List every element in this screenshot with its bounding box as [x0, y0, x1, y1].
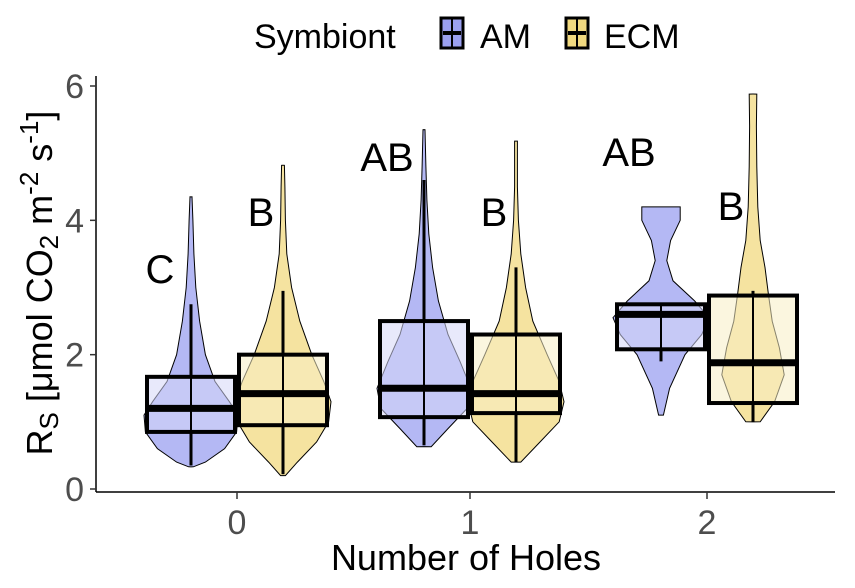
y-label-bracket-open: [ — [19, 392, 60, 402]
x-axis-ticks: 0 1 2 — [228, 492, 717, 542]
y-label-unit-co: CO — [19, 249, 60, 303]
y-label-unit-mol: mol — [19, 313, 60, 371]
legend-title: Symbiont — [254, 18, 396, 56]
legend-label-am: AM — [480, 18, 531, 56]
significance-letter-ecm-2: B — [718, 185, 745, 229]
y-label-unit-m-sup: -2 — [14, 172, 44, 195]
legend-label-ecm: ECM — [604, 18, 680, 56]
legend-entry-ecm: ECM — [564, 16, 680, 56]
y-label-main: R — [19, 429, 60, 455]
y-axis-ticks: 0 2 4 6 — [65, 68, 96, 509]
legend-entry-am: AM — [439, 16, 531, 56]
x-tick-label-1: 1 — [461, 504, 480, 542]
y-tick-label-6: 6 — [65, 68, 84, 106]
legend: Symbiont AM ECM — [254, 16, 680, 56]
y-label-unit-s: s — [19, 144, 60, 162]
significance-letter-ecm-0: B — [248, 191, 275, 235]
plot-area: C AB AB B B B — [143, 93, 799, 477]
significance-letter-am-1: AB — [360, 136, 413, 180]
significance-letter-ecm-1: B — [481, 191, 508, 235]
y-label-unit-s-sup: -1 — [14, 121, 44, 144]
y-tick-label-2: 2 — [65, 337, 84, 375]
y-label-sub: S — [34, 412, 64, 429]
y-tick-label-0: 0 — [65, 471, 84, 509]
significance-letter-am-0: C — [146, 248, 175, 292]
y-label-unit-mu: μ — [19, 371, 60, 392]
x-tick-label-2: 2 — [698, 504, 717, 542]
y-label-unit-co-sub: 2 — [34, 235, 64, 249]
y-tick-label-4: 4 — [65, 202, 84, 240]
significance-letter-am-2: AB — [602, 131, 655, 175]
y-label-unit-m: m — [19, 195, 60, 225]
y-axis-title: RS [μmol CO2 m-2 s-1] — [14, 111, 64, 456]
y-label-bracket-close: ] — [19, 111, 60, 121]
x-tick-label-0: 0 — [228, 504, 247, 542]
x-axis-title: Number of Holes — [331, 537, 601, 578]
